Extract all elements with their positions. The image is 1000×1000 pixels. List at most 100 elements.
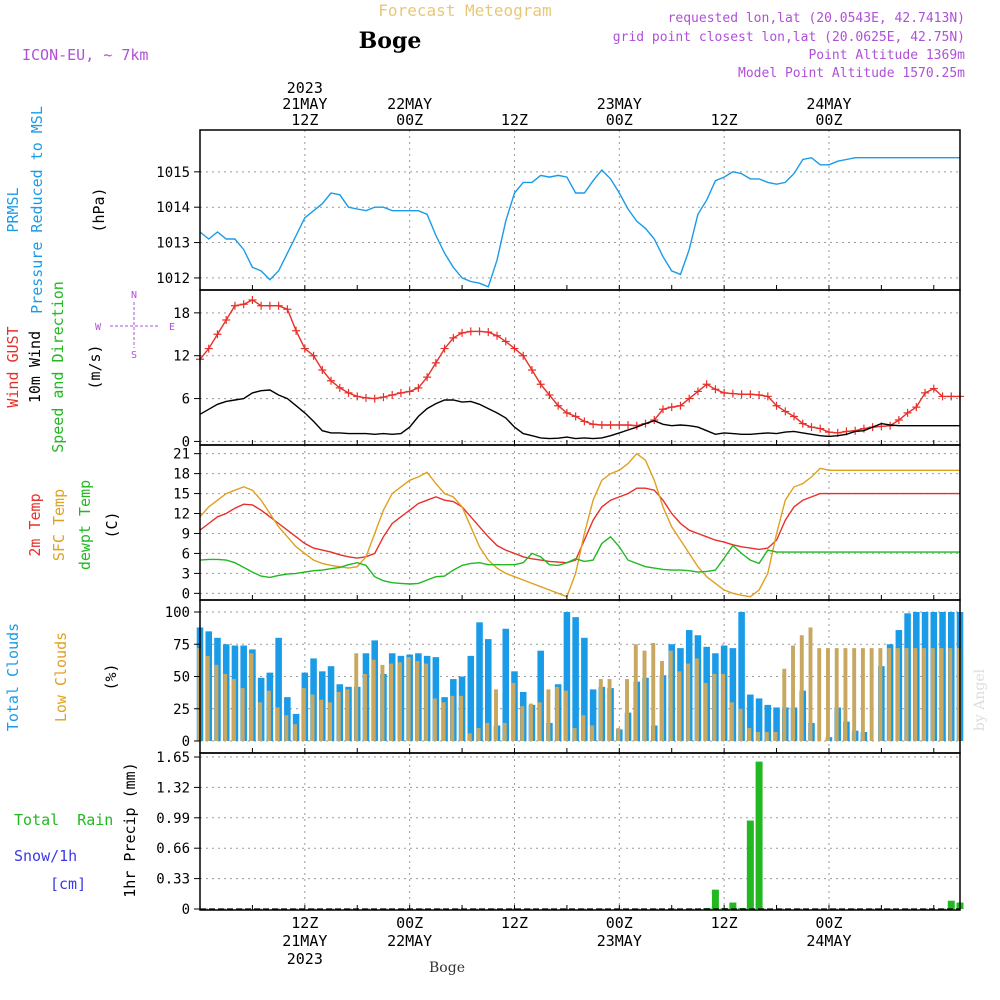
top-time-label: 12Z <box>711 111 738 129</box>
gust-marker <box>493 331 502 340</box>
gust-marker <box>658 405 667 414</box>
gust-marker <box>693 387 702 396</box>
gust-marker <box>335 383 344 392</box>
bar-low-clouds <box>345 689 350 741</box>
bar-total-clouds <box>485 639 492 741</box>
bar-low-clouds <box>485 722 490 741</box>
bar-low-clouds <box>878 648 883 741</box>
gust-marker <box>597 421 606 429</box>
bar-low-clouds <box>808 627 813 741</box>
gridpoint-coords: grid point closest lon,lat (20.0625E, 42… <box>613 30 965 45</box>
compass-rose: N S W E <box>95 290 175 361</box>
precip-ylabel: 1hr Precip (mm) <box>121 762 139 897</box>
location-title: Boge <box>359 28 422 54</box>
bar-low-clouds <box>957 648 961 741</box>
top-time-label: 22MAY <box>387 95 432 113</box>
gust-marker <box>912 403 921 412</box>
bottom-time-label: 12Z <box>501 914 528 932</box>
panel-label-temp: 2m Temp <box>26 493 44 556</box>
top-time-label: 12Z <box>501 111 528 129</box>
bar-low-clouds <box>939 648 944 741</box>
bar-low-clouds <box>266 690 271 741</box>
ytick-label-temp: 15 <box>173 487 190 503</box>
bar-total-clouds <box>572 617 579 741</box>
bar-total-clouds <box>764 704 772 741</box>
gust-marker <box>327 376 336 385</box>
bar-low-clouds <box>476 728 481 741</box>
gust-marker <box>746 390 755 399</box>
gust-marker <box>501 337 510 346</box>
bar-total-clouds <box>773 707 780 741</box>
panel-label-wind: 10m Wind <box>26 331 44 403</box>
gust-marker <box>545 391 554 399</box>
ytick-label-clouds: 75 <box>173 637 190 653</box>
bar-low-clouds <box>223 673 228 741</box>
gust-marker <box>702 380 711 389</box>
gust-marker <box>763 392 772 401</box>
gust-marker <box>903 408 912 417</box>
bar-low-clouds <box>860 648 865 741</box>
bar-low-clouds <box>721 673 726 741</box>
axes-layer <box>194 129 961 911</box>
ytick-label-clouds: 0 <box>182 734 190 750</box>
bar-low-clouds <box>686 663 691 741</box>
bottom-time-label: 00Z <box>396 914 423 932</box>
labels-layer: 1012101310141015061218036912151821025507… <box>4 79 852 968</box>
ytick-label-precip: 0.99 <box>156 811 190 827</box>
bar-low-clouds <box>651 642 656 741</box>
gust-marker <box>230 301 239 310</box>
gust-marker <box>580 417 589 426</box>
bar-total-clouds <box>747 694 754 741</box>
gust-marker <box>431 358 440 367</box>
point-altitude: Point Altitude 1369m <box>808 48 965 63</box>
bar-low-clouds <box>625 679 630 741</box>
gust-marker <box>239 300 248 309</box>
bar-low-clouds <box>677 671 682 741</box>
gust-marker <box>466 327 475 336</box>
gust-marker <box>571 412 580 421</box>
marks-layer <box>196 156 964 910</box>
bar-total-rain <box>711 889 719 909</box>
bar-low-clouds <box>895 648 900 741</box>
ytick-label-clouds: 50 <box>173 670 190 686</box>
requested-coords: requested lon,lat (20.0543E, 42.7413N) <box>668 11 965 26</box>
top-time-label: 00Z <box>606 111 633 129</box>
line-2m-temp <box>199 487 960 564</box>
bar-low-clouds <box>834 648 839 741</box>
product-title: Forecast Meteogram <box>378 1 551 20</box>
gust-marker <box>475 327 484 336</box>
gust-marker <box>781 407 790 416</box>
bar-low-clouds <box>293 724 298 741</box>
panel-label-clouds: Total Clouds <box>4 623 22 731</box>
ytick-label-precip: 1.65 <box>156 750 190 766</box>
bar-low-clouds <box>791 645 795 741</box>
ytick-label-pressure: 1013 <box>156 236 190 252</box>
line-10m-wind <box>199 389 960 440</box>
bar-low-clouds <box>913 648 918 741</box>
top-time-label: 21MAY <box>282 95 327 113</box>
bar-low-clouds <box>371 659 376 741</box>
gust-marker <box>292 326 301 335</box>
bar-low-clouds <box>922 648 927 741</box>
bar-total-clouds <box>476 622 483 741</box>
gust-marker <box>274 301 283 310</box>
gust-marker <box>396 388 405 397</box>
bar-total-clouds <box>502 628 510 741</box>
bar-low-clouds <box>502 722 507 741</box>
gust-marker <box>248 296 257 304</box>
panel-label-clouds: (%) <box>102 663 120 690</box>
gust-marker <box>414 383 423 392</box>
bar-total-clouds <box>275 637 282 741</box>
bar-low-clouds <box>275 707 280 741</box>
bar-low-clouds <box>205 655 210 741</box>
bar-low-clouds <box>773 731 778 741</box>
bar-total-rain <box>947 900 955 909</box>
bar-low-clouds <box>616 728 621 741</box>
gust-marker <box>257 301 266 310</box>
bar-low-clouds <box>450 695 455 741</box>
bar-low-clouds <box>511 682 516 741</box>
panel-label-clouds: Low Clouds <box>52 632 70 722</box>
panel-frame-temp <box>199 444 961 601</box>
bar-low-clouds <box>660 661 664 741</box>
gust-marker <box>353 392 362 401</box>
